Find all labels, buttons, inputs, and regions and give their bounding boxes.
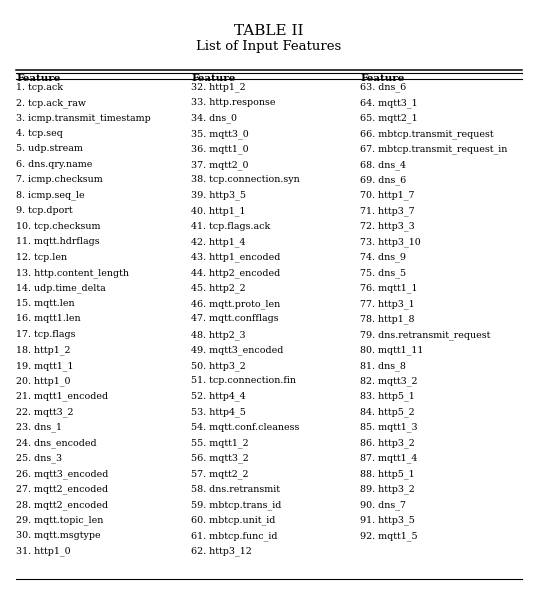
Text: 22. mqtt3_2: 22. mqtt3_2: [16, 407, 74, 417]
Text: 82. mqtt3_2: 82. mqtt3_2: [360, 376, 418, 386]
Text: 18. http1_2: 18. http1_2: [16, 345, 70, 355]
Text: 40. http1_1: 40. http1_1: [191, 206, 245, 216]
Text: 17. tcp.flags: 17. tcp.flags: [16, 330, 76, 339]
Text: 31. http1_0: 31. http1_0: [16, 546, 71, 556]
Text: 92. mqtt1_5: 92. mqtt1_5: [360, 531, 418, 540]
Text: 36. mqtt1_0: 36. mqtt1_0: [191, 145, 249, 154]
Text: 71. http3_7: 71. http3_7: [360, 206, 415, 216]
Text: 65. mqtt2_1: 65. mqtt2_1: [360, 113, 418, 123]
Text: 75. dns_5: 75. dns_5: [360, 268, 407, 278]
Text: 32. http1_2: 32. http1_2: [191, 83, 246, 92]
Text: 37. mqtt2_0: 37. mqtt2_0: [191, 160, 249, 169]
Text: 67. mbtcp.transmit_request_in: 67. mbtcp.transmit_request_in: [360, 145, 508, 154]
Text: 68. dns_4: 68. dns_4: [360, 160, 407, 169]
Text: 23. dns_1: 23. dns_1: [16, 422, 62, 432]
Text: 61. mbtcp.func_id: 61. mbtcp.func_id: [191, 531, 278, 540]
Text: 87. mqtt1_4: 87. mqtt1_4: [360, 454, 418, 463]
Text: 2. tcp.ack_raw: 2. tcp.ack_raw: [16, 98, 86, 108]
Text: 45. http2_2: 45. http2_2: [191, 284, 246, 293]
Text: 11. mqtt.hdrflags: 11. mqtt.hdrflags: [16, 237, 100, 246]
Text: 58. dns.retransmit: 58. dns.retransmit: [191, 484, 280, 493]
Text: 25. dns_3: 25. dns_3: [16, 454, 62, 463]
Text: 85. mqtt1_3: 85. mqtt1_3: [360, 422, 418, 432]
Text: 14. udp.time_delta: 14. udp.time_delta: [16, 284, 106, 293]
Text: 4. tcp.seq: 4. tcp.seq: [16, 129, 63, 138]
Text: 63. dns_6: 63. dns_6: [360, 83, 407, 92]
Text: 86. http3_2: 86. http3_2: [360, 438, 415, 448]
Text: 21. mqtt1_encoded: 21. mqtt1_encoded: [16, 392, 108, 401]
Text: 48. http2_3: 48. http2_3: [191, 330, 246, 340]
Text: 91. http3_5: 91. http3_5: [360, 516, 415, 525]
Text: 16. mqtt1.len: 16. mqtt1.len: [16, 314, 81, 323]
Text: Feature: Feature: [191, 74, 235, 83]
Text: 3. icmp.transmit_timestamp: 3. icmp.transmit_timestamp: [16, 113, 151, 123]
Text: 90. dns_7: 90. dns_7: [360, 500, 407, 510]
Text: 55. mqtt1_2: 55. mqtt1_2: [191, 438, 249, 448]
Text: 46. mqtt.proto_len: 46. mqtt.proto_len: [191, 299, 280, 309]
Text: 64. mqtt3_1: 64. mqtt3_1: [360, 98, 418, 108]
Text: 12. tcp.len: 12. tcp.len: [16, 253, 67, 261]
Text: 73. http3_10: 73. http3_10: [360, 237, 421, 247]
Text: 62. http3_12: 62. http3_12: [191, 546, 252, 556]
Text: 83. http5_1: 83. http5_1: [360, 392, 415, 401]
Text: 10. tcp.checksum: 10. tcp.checksum: [16, 222, 101, 231]
Text: 60. mbtcp.unit_id: 60. mbtcp.unit_id: [191, 516, 275, 525]
Text: 15. mqtt.len: 15. mqtt.len: [16, 299, 75, 308]
Text: 54. mqtt.conf.cleaness: 54. mqtt.conf.cleaness: [191, 422, 299, 432]
Text: 47. mqtt.confflags: 47. mqtt.confflags: [191, 314, 279, 323]
Text: 26. mqtt3_encoded: 26. mqtt3_encoded: [16, 469, 109, 478]
Text: 80. mqtt1_11: 80. mqtt1_11: [360, 345, 424, 355]
Text: 43. http1_encoded: 43. http1_encoded: [191, 253, 280, 263]
Text: 9. tcp.dport: 9. tcp.dport: [16, 206, 73, 215]
Text: 74. dns_9: 74. dns_9: [360, 253, 407, 263]
Text: 59. mbtcp.trans_id: 59. mbtcp.trans_id: [191, 500, 281, 510]
Text: Feature: Feature: [360, 74, 405, 83]
Text: 20. http1_0: 20. http1_0: [16, 376, 70, 386]
Text: 76. mqtt1_1: 76. mqtt1_1: [360, 284, 418, 293]
Text: 13. http.content_length: 13. http.content_length: [16, 268, 129, 278]
Text: 35. mqtt3_0: 35. mqtt3_0: [191, 129, 249, 139]
Text: 7. icmp.checksum: 7. icmp.checksum: [16, 175, 103, 184]
Text: 79. dns.retransmit_request: 79. dns.retransmit_request: [360, 330, 491, 340]
Text: 19. mqtt1_1: 19. mqtt1_1: [16, 361, 74, 371]
Text: 30. mqtt.msgtype: 30. mqtt.msgtype: [16, 531, 101, 540]
Text: 81. dns_8: 81. dns_8: [360, 361, 406, 371]
Text: Feature: Feature: [16, 74, 60, 83]
Text: 49. mqtt3_encoded: 49. mqtt3_encoded: [191, 345, 284, 355]
Text: 52. http4_4: 52. http4_4: [191, 392, 246, 401]
Text: List of Input Features: List of Input Features: [196, 40, 342, 53]
Text: 77. http3_1: 77. http3_1: [360, 299, 415, 309]
Text: 88. http5_1: 88. http5_1: [360, 469, 415, 478]
Text: 44. http2_encoded: 44. http2_encoded: [191, 268, 280, 278]
Text: 39. http3_5: 39. http3_5: [191, 191, 246, 201]
Text: 66. mbtcp.transmit_request: 66. mbtcp.transmit_request: [360, 129, 494, 139]
Text: 89. http3_2: 89. http3_2: [360, 484, 415, 494]
Text: 1. tcp.ack: 1. tcp.ack: [16, 83, 63, 91]
Text: TABLE II: TABLE II: [234, 24, 304, 38]
Text: 53. http4_5: 53. http4_5: [191, 407, 246, 417]
Text: 38. tcp.connection.syn: 38. tcp.connection.syn: [191, 175, 300, 184]
Text: 5. udp.stream: 5. udp.stream: [16, 145, 83, 153]
Text: 28. mqtt2_encoded: 28. mqtt2_encoded: [16, 500, 108, 510]
Text: 34. dns_0: 34. dns_0: [191, 113, 237, 123]
Text: 41. tcp.flags.ack: 41. tcp.flags.ack: [191, 222, 270, 231]
Text: 42. http1_4: 42. http1_4: [191, 237, 245, 247]
Text: 69. dns_6: 69. dns_6: [360, 175, 407, 185]
Text: 8. icmp.seq_le: 8. icmp.seq_le: [16, 191, 85, 201]
Text: 57. mqtt2_2: 57. mqtt2_2: [191, 469, 249, 478]
Text: 84. http5_2: 84. http5_2: [360, 407, 415, 417]
Text: 78. http1_8: 78. http1_8: [360, 314, 415, 324]
Text: 27. mqtt2_encoded: 27. mqtt2_encoded: [16, 484, 108, 494]
Text: 6. dns.qry.name: 6. dns.qry.name: [16, 160, 93, 169]
Text: 33. http.response: 33. http.response: [191, 98, 275, 107]
Text: 72. http3_3: 72. http3_3: [360, 222, 415, 231]
Text: 51. tcp.connection.fin: 51. tcp.connection.fin: [191, 376, 296, 385]
Text: 50. http3_2: 50. http3_2: [191, 361, 246, 371]
Text: 29. mqtt.topic_len: 29. mqtt.topic_len: [16, 516, 103, 525]
Text: 24. dns_encoded: 24. dns_encoded: [16, 438, 97, 448]
Text: 56. mqtt3_2: 56. mqtt3_2: [191, 454, 249, 463]
Text: 70. http1_7: 70. http1_7: [360, 191, 415, 201]
